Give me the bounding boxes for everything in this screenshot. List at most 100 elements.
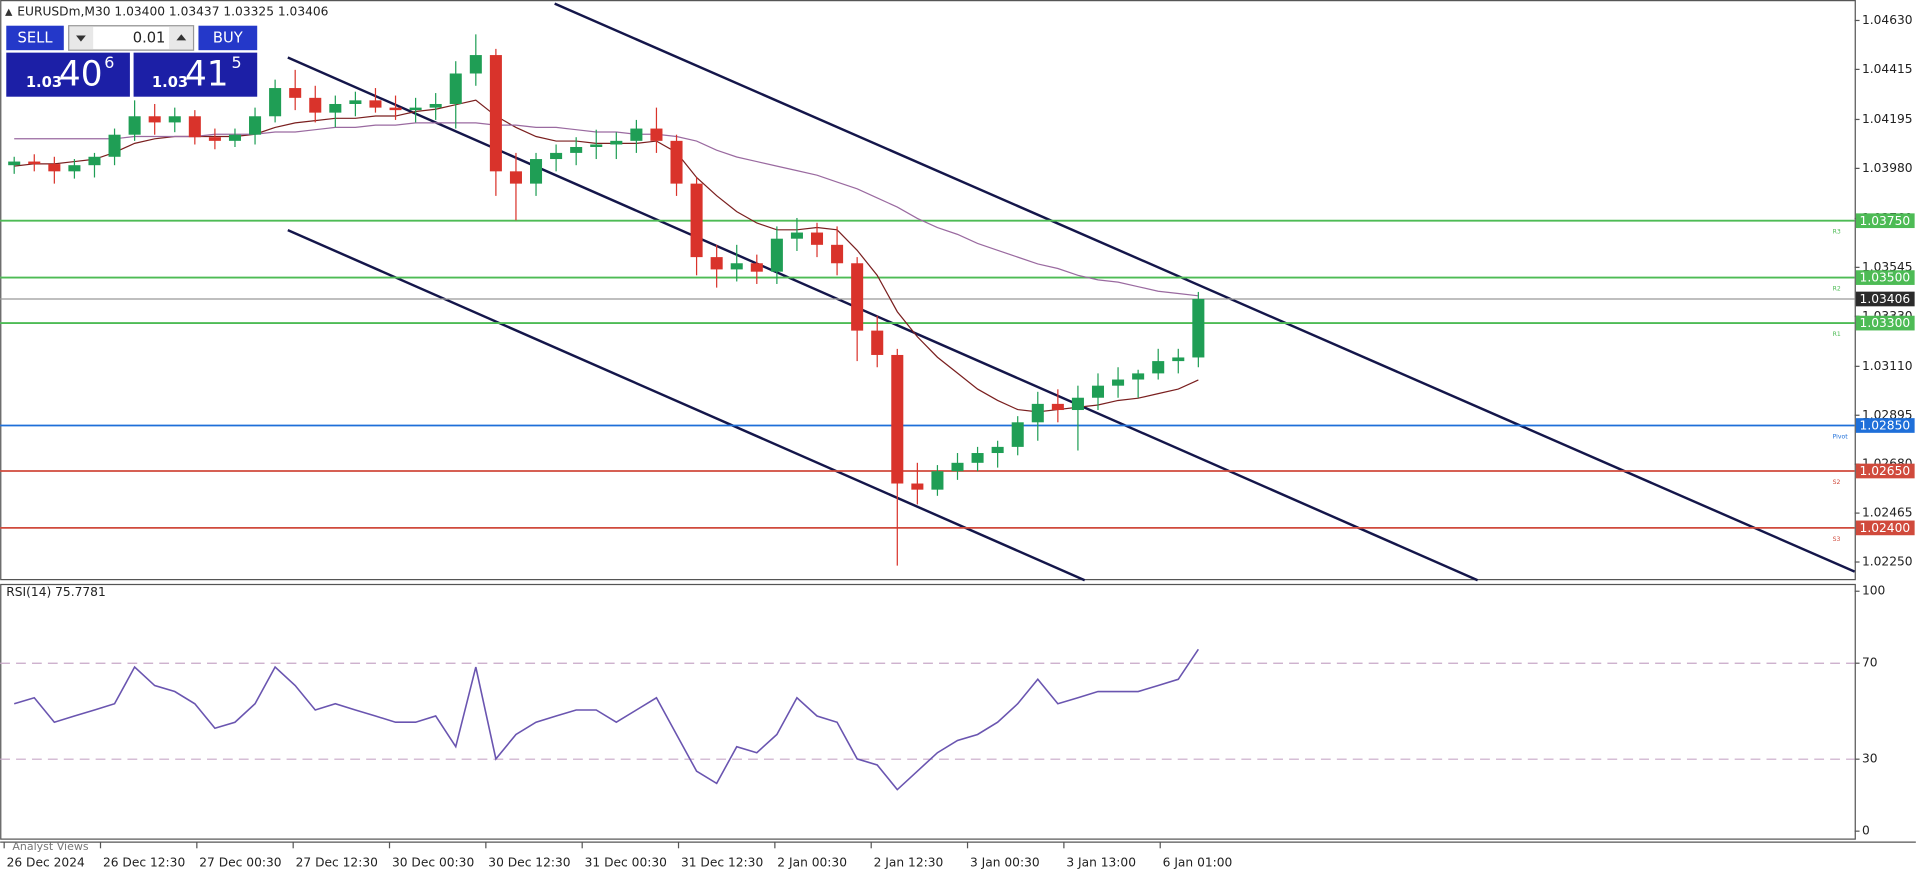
moving-average — [14, 99, 1199, 413]
candle-body — [891, 354, 904, 484]
current-price-box — [1855, 291, 1915, 307]
symbol-header: EURUSDm,M30 1.03400 1.03437 1.03325 1.03… — [17, 5, 328, 19]
rsi-panel-frame — [0, 583, 1856, 840]
price-main: 41 — [185, 54, 229, 94]
candle-body — [409, 107, 422, 111]
candle-body — [1011, 422, 1024, 447]
x-tick-label: 2 Jan 00:30 — [777, 855, 847, 869]
collapse-icon[interactable] — [5, 8, 13, 16]
level-tag: R2 — [1833, 286, 1841, 293]
candle-body — [208, 137, 221, 141]
candle-body — [469, 55, 482, 74]
level-tag: R3 — [1833, 229, 1841, 236]
price-sup: 5 — [232, 53, 242, 72]
level-label-box — [1855, 463, 1915, 479]
y-tick-label: 1.04195 — [1862, 112, 1913, 126]
lot-down[interactable] — [76, 35, 86, 42]
y-tick-label: 1.03110 — [1862, 359, 1913, 373]
y-tick-label: 1.02465 — [1862, 506, 1913, 520]
candle-body — [108, 134, 121, 157]
lot-up[interactable] — [176, 34, 187, 41]
level-label: 1.03500 — [1860, 271, 1911, 285]
candle-body — [8, 161, 21, 166]
buy-button[interactable] — [198, 25, 258, 51]
candle-body — [68, 165, 81, 172]
x-tick-label: 31 Dec 00:30 — [585, 855, 667, 869]
candle-body — [750, 263, 763, 272]
footer-tab[interactable]: Analyst Views — [12, 840, 88, 853]
current-price-label: 1.03406 — [1860, 292, 1911, 306]
candle-body — [790, 232, 803, 239]
channel-line — [554, 2, 1856, 573]
level-label: 1.02650 — [1860, 464, 1911, 478]
candle-body — [429, 103, 442, 108]
x-tick-label: 31 Dec 12:30 — [681, 855, 763, 869]
candle-body — [550, 152, 563, 160]
candle-body — [1031, 403, 1044, 423]
level-label-box — [1855, 270, 1915, 285]
x-tick-label: 3 Jan 13:00 — [1066, 855, 1136, 869]
y-tick-label: 1.04630 — [1862, 13, 1913, 27]
main-panel-frame — [0, 0, 1856, 581]
candle-body — [188, 116, 201, 138]
y-tick-label: 30 — [1862, 752, 1878, 766]
candle-body — [289, 88, 302, 98]
candle-body — [168, 116, 181, 123]
level-tag: S2 — [1833, 479, 1841, 486]
sell-label: SELL — [18, 30, 54, 47]
candle-body — [630, 128, 643, 141]
candle-body — [1192, 298, 1205, 358]
level-label-box — [1855, 520, 1915, 536]
candle-body — [1172, 357, 1185, 362]
trade-panel: SELL 0.01 BUY 1.03 40 6 1.03 41 5 — [6, 25, 258, 97]
x-tick-label: 30 Dec 00:30 — [392, 855, 474, 869]
x-tick-label: 27 Dec 12:30 — [296, 855, 378, 869]
level-label-box — [1855, 315, 1915, 331]
candle-body — [730, 263, 743, 270]
candle-body — [931, 471, 944, 490]
lot-value: 0.01 — [133, 30, 166, 47]
candle-body — [530, 159, 543, 184]
price-main: 40 — [59, 54, 103, 94]
candle-body — [911, 483, 924, 490]
lot-input[interactable] — [93, 26, 170, 49]
channel-line — [287, 56, 1479, 582]
y-tick-label: 1.03980 — [1862, 161, 1913, 175]
candle-body — [369, 100, 382, 108]
price-sup: 6 — [104, 53, 114, 72]
price-prefix: 1.03 — [26, 74, 62, 91]
y-tick-label: 100 — [1862, 584, 1885, 598]
candle-body — [810, 232, 824, 245]
x-tick-label: 30 Dec 12:30 — [488, 855, 570, 869]
buy-price-box[interactable] — [133, 52, 258, 97]
candle-body — [249, 116, 262, 135]
x-tick-label: 6 Jan 01:00 — [1163, 855, 1233, 869]
candle-body — [570, 146, 583, 153]
candle-body — [1112, 379, 1125, 386]
candle-body — [1132, 373, 1145, 380]
candle-body — [590, 144, 603, 147]
sell-price-box[interactable] — [6, 52, 130, 97]
candle-body — [1071, 397, 1084, 411]
rsi-title: RSI(14) 75.7781 — [6, 585, 105, 599]
level-label: 1.02400 — [1860, 521, 1911, 535]
candle-body — [951, 462, 964, 472]
candle-body — [329, 103, 342, 113]
plot-layer — [0, 0, 1916, 843]
rsi-line — [13, 648, 1200, 791]
candle-body — [851, 263, 864, 331]
candle-body — [1051, 403, 1064, 411]
channel-line — [287, 229, 1086, 582]
moving-average — [14, 122, 1199, 297]
candle-body — [690, 183, 703, 258]
candle-body — [710, 257, 723, 270]
candle-body — [389, 107, 402, 111]
level-tag: S3 — [1833, 536, 1841, 543]
candle-body — [509, 171, 522, 184]
candle-body — [670, 140, 683, 184]
candle-body — [831, 244, 844, 264]
candle-body — [269, 88, 282, 117]
x-tick-label: 2 Jan 12:30 — [874, 855, 944, 869]
candle-body — [28, 161, 41, 165]
sell-button[interactable] — [6, 25, 64, 51]
